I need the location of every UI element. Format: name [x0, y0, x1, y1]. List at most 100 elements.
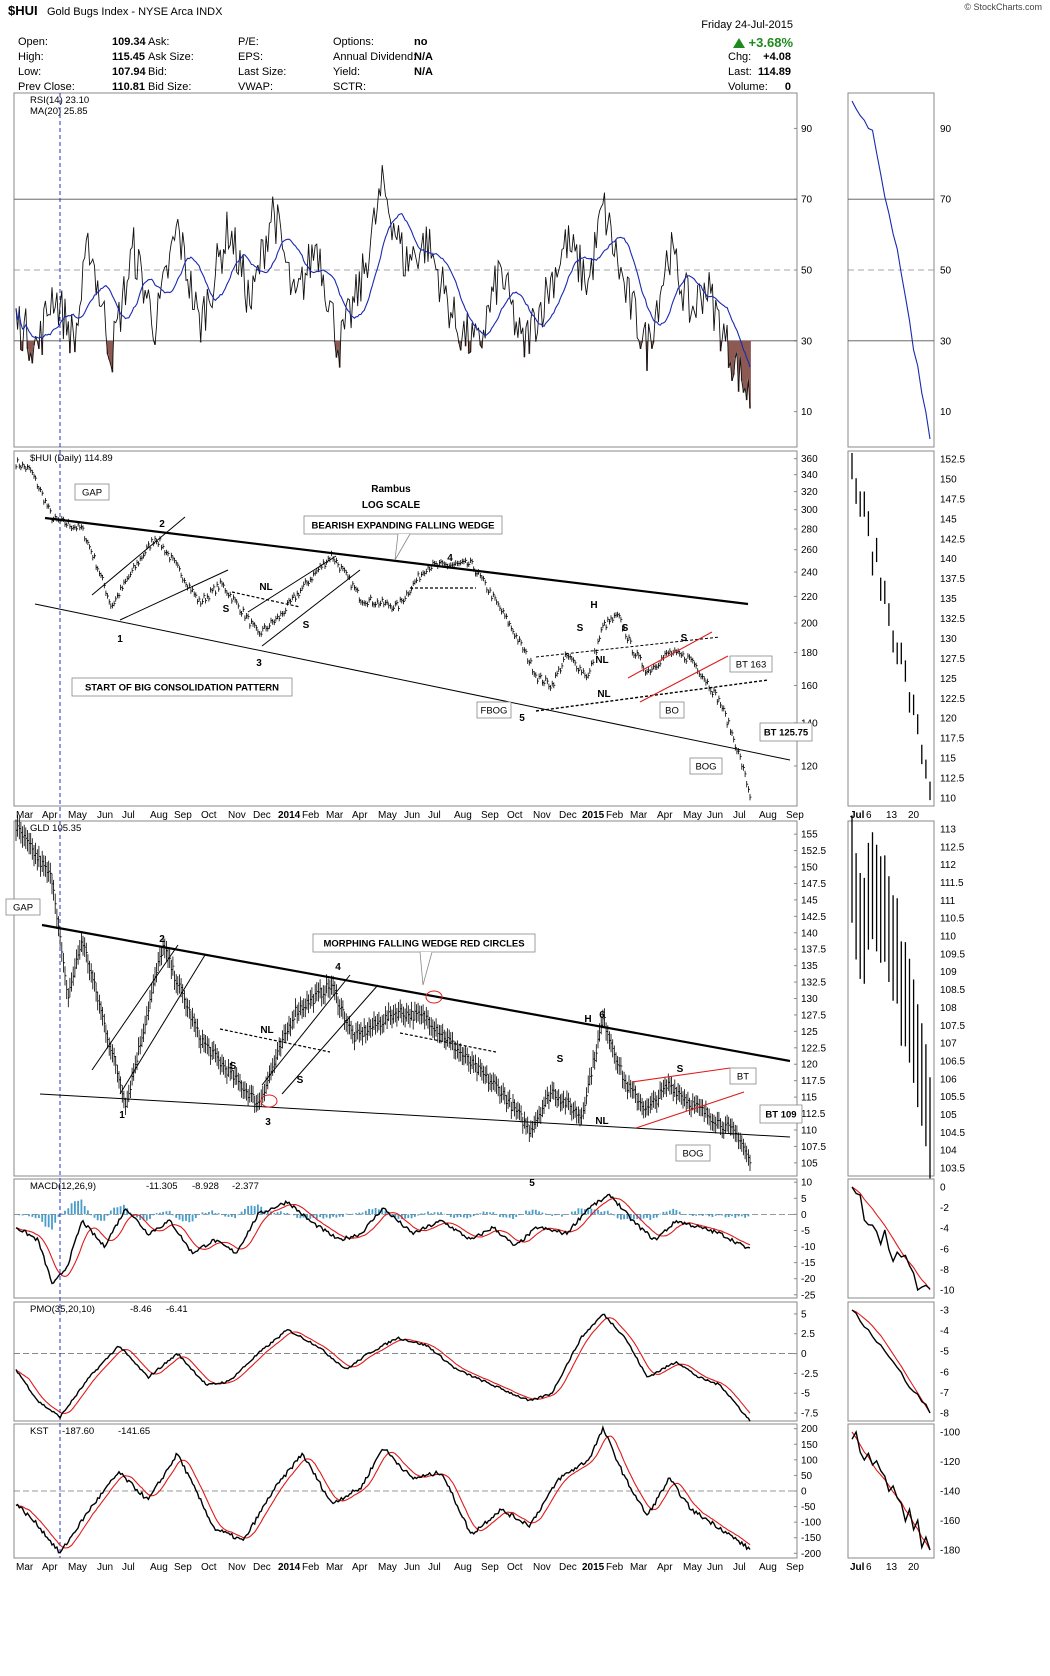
quote-cell: 107.94: [112, 66, 147, 78]
y-tick-label: 120: [801, 1060, 818, 1071]
red-circle: [260, 1094, 278, 1108]
zoom-y-tick-label: 30: [940, 336, 952, 347]
legend-entry: MA(20) 25.85: [30, 106, 88, 117]
zoom-y-tick-label: -8: [940, 1409, 949, 1420]
quote-cell: SCTR:: [333, 81, 366, 93]
y-tick-label: 260: [801, 545, 818, 556]
y-tick-label: 2.5: [801, 1329, 815, 1340]
zoom-y-tick-label: 115: [940, 754, 956, 765]
zoom-x-axis-label: Jul: [850, 1562, 865, 1573]
callout-box: [729, 655, 773, 673]
y-tick-label: 115: [801, 1093, 817, 1104]
x-axis-label: Aug: [150, 810, 168, 821]
y-tick-label: 150: [801, 1440, 818, 1451]
quote-cell: Low:: [18, 66, 41, 78]
annotation: 3: [256, 658, 262, 669]
wedge-top-line: [44, 516, 749, 606]
x-axis-label: Feb: [302, 1562, 320, 1573]
callout-pointer: [394, 533, 411, 561]
annotation: LOG SCALE: [362, 500, 421, 511]
quote-cell: Open:: [18, 36, 48, 48]
x-axis-label: Sep: [786, 810, 804, 821]
x-axis-label: Oct: [201, 1562, 217, 1573]
callout-box: [659, 701, 685, 719]
zoom-y-tick-label: 104: [940, 1146, 957, 1157]
zoom-y-tick-label: 130: [940, 634, 957, 645]
rsi-oversold-fill: [20, 340, 751, 409]
callout-text: GAP: [13, 903, 33, 914]
zoom-y-tick-label: 122.5: [940, 694, 965, 705]
x-axis-label: Apr: [352, 1562, 368, 1573]
x-axis-label: Dec: [253, 810, 271, 821]
callout-box: [689, 757, 723, 775]
x-axis-label: 2014: [278, 810, 301, 821]
y-tick-label: 200: [801, 1424, 818, 1435]
callout-text: BT 125.75: [764, 728, 809, 739]
zoom-price-bars: [851, 453, 931, 801]
quote-cell: Options:: [333, 36, 374, 48]
zoom-y-tick-label: 70: [940, 195, 952, 206]
x-axis-label: Apr: [657, 810, 673, 821]
symbol: $HUI: [8, 3, 38, 18]
x-axis-label: Jul: [122, 810, 135, 821]
kst-line: [15, 1424, 751, 1554]
x-axis-label: Sep: [481, 1562, 499, 1573]
quote-cell: no: [414, 36, 428, 48]
y-tick-label: -5: [801, 1226, 810, 1237]
y-tick-label: 122.5: [801, 1043, 826, 1054]
legend-entry: -11.305: [146, 1181, 178, 1192]
x-axis-label: Aug: [454, 810, 472, 821]
zoom-macd-signal: [851, 1186, 931, 1291]
y-tick-label: 280: [801, 524, 818, 535]
zoom-y-tick-label: 107.5: [940, 1021, 965, 1032]
annotation: S: [230, 1061, 237, 1072]
y-tick-label: 140: [801, 928, 818, 939]
y-tick-label: 125: [801, 1027, 818, 1038]
zoom-x-axis-label: 6: [866, 1562, 872, 1573]
quote-cell: N/A: [414, 66, 433, 78]
x-axis-label: Apr: [42, 810, 58, 821]
x-axis-label: Sep: [786, 1562, 804, 1573]
quote-cell: 115.45: [112, 51, 145, 63]
annotation: S: [297, 1075, 304, 1086]
legend-entry: -8.928: [192, 1181, 219, 1192]
zoom-panel-frame: [847, 820, 935, 1177]
quote-cell: N/A: [414, 51, 433, 63]
x-axis-label: Feb: [606, 1562, 624, 1573]
quote-stats: Chg: +4.08 Last: 114.89 Volume: 0: [728, 51, 791, 93]
annotation: H: [590, 600, 597, 611]
zoom-y-tick-label: 90: [940, 124, 952, 135]
callout-box: [71, 677, 293, 697]
stat-label: Chg:: [728, 51, 751, 63]
panel-frame: [13, 450, 798, 807]
zoom-y-tick-label: 125: [940, 674, 957, 685]
wedge-bottom-line: [39, 1093, 791, 1138]
zoom-y-tick-label: -7: [940, 1388, 949, 1399]
x-axis-label: Oct: [201, 810, 217, 821]
y-tick-label: 50: [801, 1471, 813, 1482]
annotation: NL: [595, 655, 608, 666]
zoom-y-tick-label: -6: [940, 1244, 949, 1255]
watermark: © StockCharts.com: [964, 2, 1042, 12]
zoom-panel-frame: [847, 1301, 935, 1422]
annotation: S: [223, 604, 230, 615]
legend-entry: -2.377: [232, 1181, 259, 1192]
zoom-y-tick-label: 117.5: [940, 734, 965, 745]
annotation: 1: [117, 634, 123, 645]
x-axis-label: Mar: [630, 810, 648, 821]
annotation: NL: [259, 582, 272, 593]
zoom-y-tick-label: 108.5: [940, 985, 965, 996]
zoom-x-axis-label: 13: [886, 1562, 898, 1573]
y-tick-label: 90: [801, 124, 813, 135]
zoom-y-tick-label: 111.5: [940, 878, 964, 889]
zoom-y-tick-label: -4: [940, 1326, 949, 1337]
zoom-y-tick-label: -140: [940, 1487, 960, 1498]
callout-box: [759, 722, 813, 742]
chart-marks: GAP Rambus LOG SCALE BEARISH EXPANDING FALL…: [5, 100, 931, 1554]
zoom-x-axis-label: 13: [886, 810, 898, 821]
red-trend-line: [639, 655, 729, 703]
y-tick-label: -15: [801, 1258, 816, 1269]
kst-signal-line: [15, 1435, 751, 1549]
y-tick-label: 127.5: [801, 1010, 826, 1021]
quote-date: Friday 24-Jul-2015: [701, 19, 793, 31]
